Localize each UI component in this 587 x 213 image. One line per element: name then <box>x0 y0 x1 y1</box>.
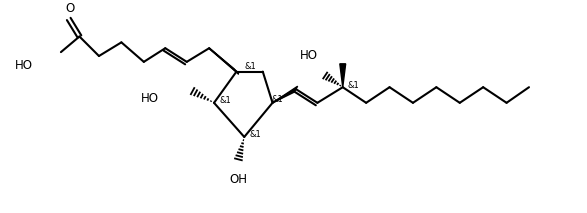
Text: &1: &1 <box>244 62 256 71</box>
Polygon shape <box>272 86 298 103</box>
Text: HO: HO <box>15 59 33 72</box>
Polygon shape <box>209 48 239 74</box>
Text: &1: &1 <box>272 95 284 104</box>
Text: OH: OH <box>230 173 247 186</box>
Text: &1: &1 <box>220 96 232 105</box>
Text: O: O <box>65 2 75 15</box>
Text: &1: &1 <box>249 130 261 138</box>
Polygon shape <box>340 64 346 87</box>
Text: HO: HO <box>299 49 318 62</box>
Text: HO: HO <box>140 92 158 105</box>
Text: &1: &1 <box>348 81 359 90</box>
